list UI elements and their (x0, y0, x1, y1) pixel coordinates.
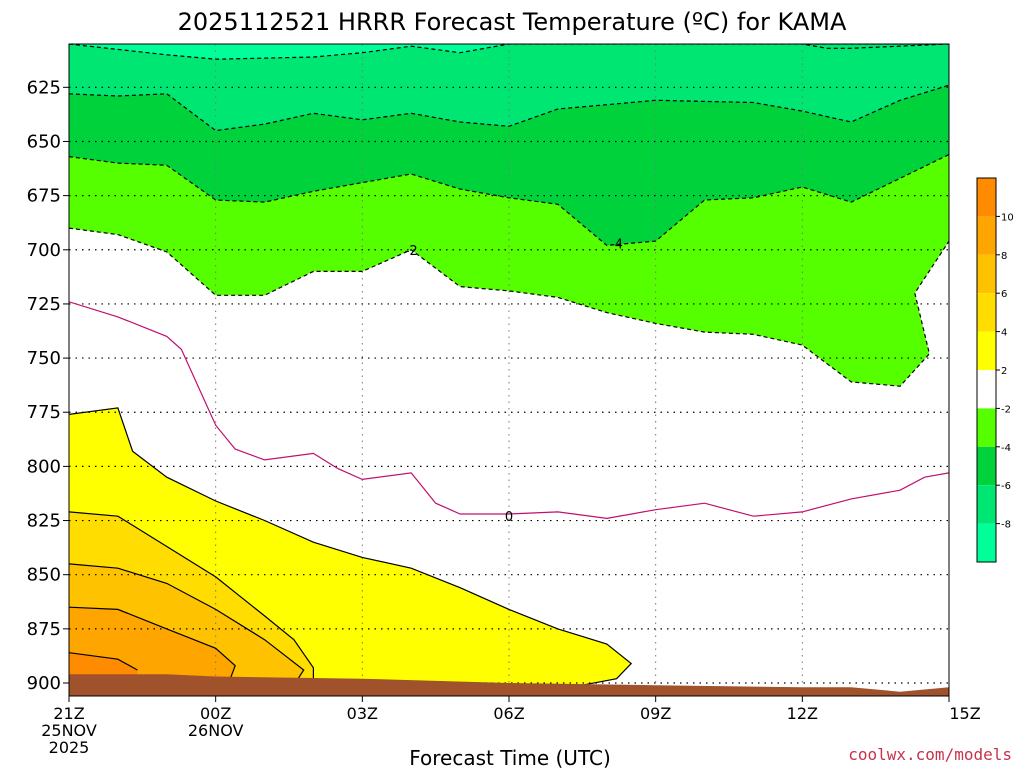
isoline-minus4 (69, 153, 949, 247)
y-tick-label: 625 (27, 77, 61, 98)
legend-label: -6 (1001, 481, 1011, 492)
legend-label: 10 (1001, 212, 1014, 223)
contour-label: 0 (505, 510, 513, 525)
x-tick-label: 26NOV (188, 721, 244, 740)
legend-label: 2 (1001, 366, 1007, 377)
legend-label: 4 (1001, 328, 1007, 339)
x-tick-label: 12Z (787, 704, 818, 723)
legend-label: 6 (1001, 289, 1007, 300)
y-tick-label: 700 (27, 240, 61, 261)
legend-swatch (977, 293, 996, 332)
x-tick-label: 25NOV (41, 721, 97, 740)
terrain-ground (69, 674, 949, 696)
legend-swatch (977, 370, 996, 409)
y-axis: 625 650 675 700 725 750 775 800 825 850 875 900 (27, 77, 69, 694)
contour-labels: -2 -4 0 (405, 237, 623, 525)
legend-swatch (977, 331, 996, 370)
y-tick-label: 875 (27, 619, 61, 640)
legend-swatch (977, 446, 996, 486)
x-axis-label: Forecast Time (UTC) (409, 746, 611, 768)
legend-swatch (977, 254, 996, 294)
legend-label: -4 (1001, 443, 1011, 454)
gridlines (69, 44, 949, 696)
credit-link[interactable]: coolwx.com/models (848, 745, 1012, 764)
x-tick-label: 09Z (640, 704, 671, 723)
legend-label: -8 (1001, 520, 1011, 531)
isoline-plus4 (69, 511, 314, 688)
y-tick-label: 850 (27, 565, 61, 586)
isolines (69, 44, 949, 688)
isoline-zero (69, 301, 949, 520)
legend-label: 8 (1001, 251, 1007, 262)
y-tick-label: 825 (27, 511, 61, 532)
isoline-plus2 (69, 407, 633, 686)
y-tick-label: 900 (27, 673, 61, 694)
x-tick-label: 2025 (49, 738, 90, 757)
isoline-plus6 (69, 563, 305, 686)
legend-swatch (977, 178, 996, 217)
legend-swatch (977, 485, 996, 524)
x-tick-label: 21Z (53, 704, 84, 723)
chart-title: 2025112521 HRRR Forecast Temperature (ºC… (178, 8, 847, 36)
x-tick-label: 15Z (949, 704, 980, 723)
y-tick-label: 800 (27, 456, 61, 477)
legend-swatch (977, 408, 996, 447)
y-tick-label: 675 (27, 186, 61, 207)
y-tick-label: 775 (27, 402, 61, 423)
contour-label: -4 (610, 237, 623, 252)
x-tick-label: 00Z (200, 704, 231, 723)
isoline-minus6 (69, 84, 949, 132)
x-tick-label: 06Z (493, 704, 524, 723)
color-legend: -8 -6 -4 -2 2 4 6 8 10 (976, 177, 1014, 563)
contour-label: -2 (405, 244, 418, 259)
legend-label: -2 (1001, 404, 1011, 415)
x-tick-label: 03Z (347, 704, 378, 723)
plot-area (69, 44, 949, 696)
y-tick-label: 750 (27, 348, 61, 369)
y-tick-label: 725 (27, 294, 61, 315)
isoline-minus2 (69, 227, 949, 387)
y-tick-label: 650 (27, 131, 61, 152)
legend-swatch (977, 216, 996, 255)
legend-swatch (977, 523, 996, 562)
isoline-plus10 (69, 652, 138, 671)
